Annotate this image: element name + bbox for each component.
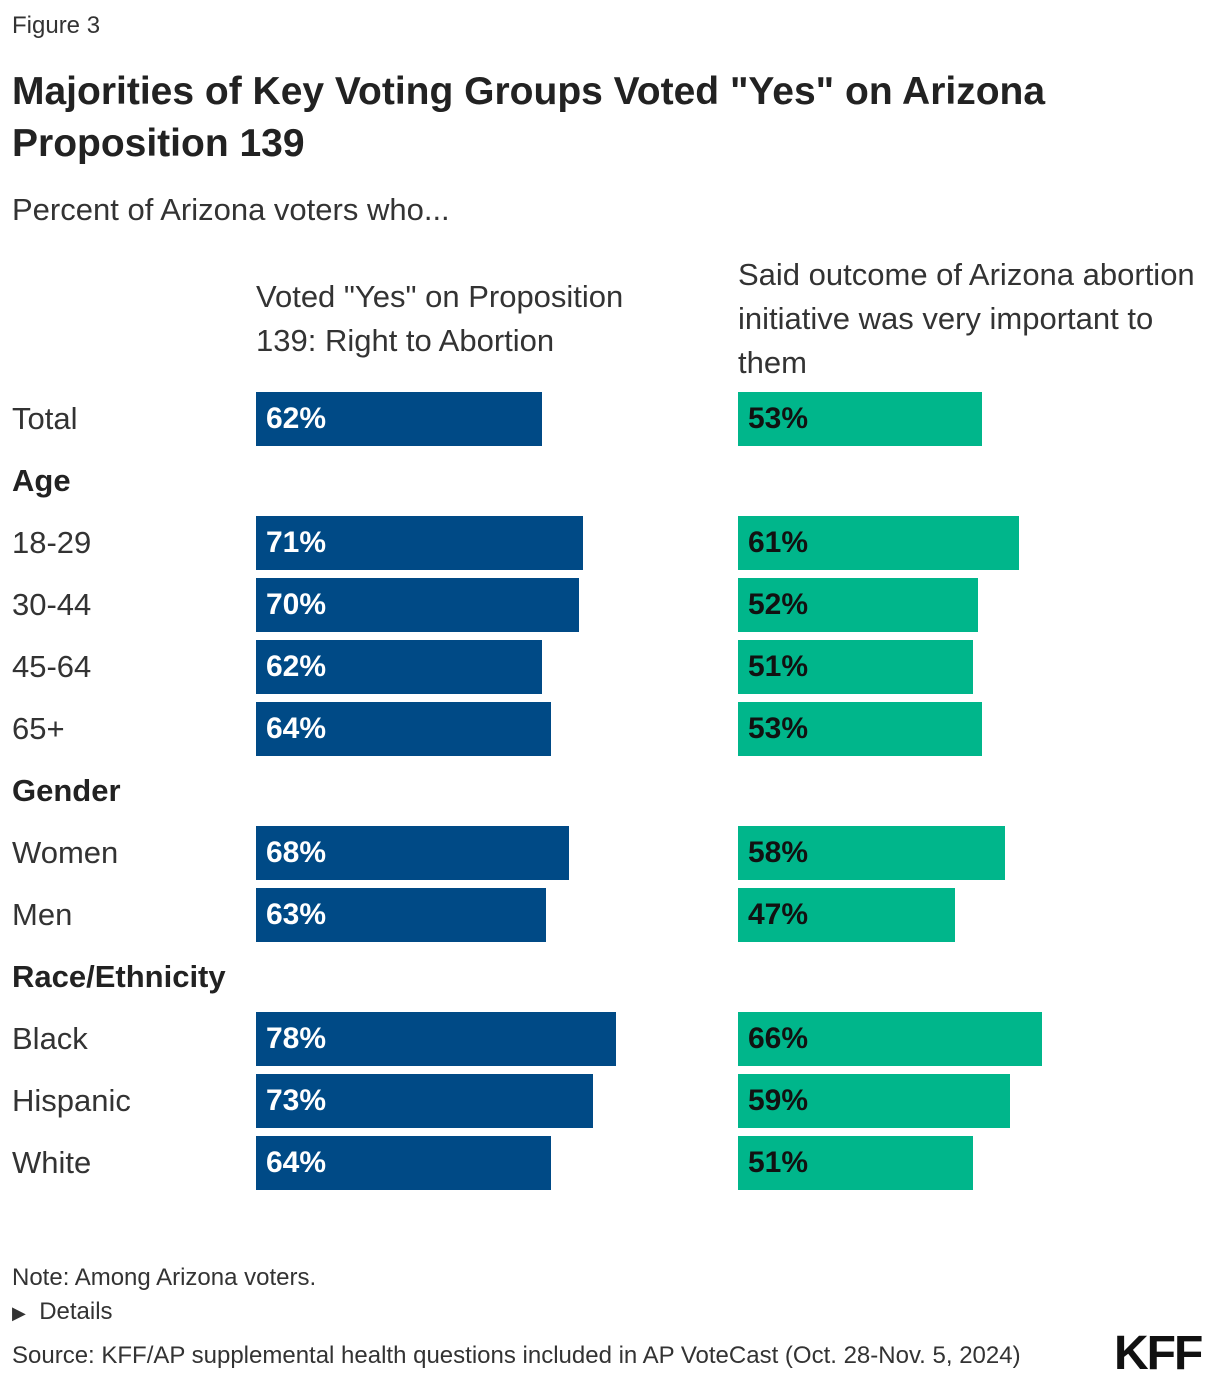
data-label: 51% <box>748 1146 809 1179</box>
bar-very-important: 61% <box>738 516 1020 570</box>
bar-very-important: 47% <box>738 888 955 942</box>
group-label: Race/Ethnicity <box>12 959 226 994</box>
triangle-right-icon: ▶ <box>12 1303 26 1323</box>
bar-voted-yes: 71% <box>256 516 584 570</box>
row-label: 30-44 <box>12 587 92 622</box>
group-label: Gender <box>12 773 121 808</box>
bar-voted-yes: 63% <box>256 888 547 942</box>
bar-very-important: 66% <box>738 1012 1043 1066</box>
kff-logo: KFF <box>1114 1327 1203 1380</box>
note: Note: Among Arizona voters. <box>12 1264 317 1291</box>
group-label: Age <box>12 463 71 498</box>
data-label: 71% <box>266 526 327 559</box>
series-header-very-important: Said outcome of Arizona abortion initiat… <box>738 257 1195 380</box>
data-label: 63% <box>266 898 327 931</box>
data-label: 47% <box>748 898 809 931</box>
row-label: 65+ <box>12 711 65 746</box>
data-label: 62% <box>266 402 327 435</box>
row-label: Total <box>12 401 78 436</box>
data-label: 62% <box>266 650 327 683</box>
row-label: Women <box>12 835 119 870</box>
row-label: Black <box>12 1021 88 1056</box>
bar-voted-yes: 70% <box>256 578 579 632</box>
data-label: 53% <box>748 712 809 745</box>
bar-very-important: 51% <box>738 640 974 694</box>
bar-voted-yes: 73% <box>256 1074 593 1128</box>
details-toggle[interactable]: ▶ Details <box>12 1298 113 1326</box>
bar-voted-yes: 62% <box>256 640 542 694</box>
bar-voted-yes: 64% <box>256 1136 552 1190</box>
data-label: 52% <box>748 588 809 621</box>
row-label: White <box>12 1145 92 1180</box>
bar-very-important: 52% <box>738 578 978 632</box>
data-label: 53% <box>748 402 809 435</box>
bar-voted-yes: 78% <box>256 1012 616 1066</box>
row-label: 18-29 <box>12 525 92 560</box>
bar-voted-yes: 62% <box>256 392 542 446</box>
row-label: Men <box>12 897 73 932</box>
bar-voted-yes: 64% <box>256 702 552 756</box>
figure-label: Figure 3 <box>12 12 101 39</box>
data-label: 58% <box>748 836 809 869</box>
data-label: 59% <box>748 1084 809 1117</box>
bar-very-important: 53% <box>738 392 983 446</box>
bar-voted-yes: 68% <box>256 826 570 880</box>
data-label: 68% <box>266 836 327 869</box>
chart-subtitle: Percent of Arizona voters who... <box>12 192 450 227</box>
data-label: 70% <box>266 588 327 621</box>
data-label: 61% <box>748 526 809 559</box>
data-label: 51% <box>748 650 809 683</box>
data-label: 73% <box>266 1084 327 1117</box>
row-label: Hispanic <box>12 1083 131 1118</box>
bar-very-important: 51% <box>738 1136 974 1190</box>
source: Source: KFF/AP supplemental health quest… <box>12 1342 1021 1369</box>
series-header-voted-yes: Voted "Yes" on Proposition 139: Right to… <box>256 279 624 358</box>
details-label: Details <box>39 1298 113 1325</box>
data-label: 64% <box>266 712 327 745</box>
data-label: 78% <box>266 1022 327 1055</box>
data-label: 66% <box>748 1022 809 1055</box>
bar-very-important: 58% <box>738 826 1006 880</box>
bar-very-important: 53% <box>738 702 983 756</box>
chart-title: Majorities of Key Voting Groups Voted "Y… <box>12 70 1046 165</box>
bar-very-important: 59% <box>738 1074 1010 1128</box>
data-label: 64% <box>266 1146 327 1179</box>
row-label: 45-64 <box>12 649 92 684</box>
